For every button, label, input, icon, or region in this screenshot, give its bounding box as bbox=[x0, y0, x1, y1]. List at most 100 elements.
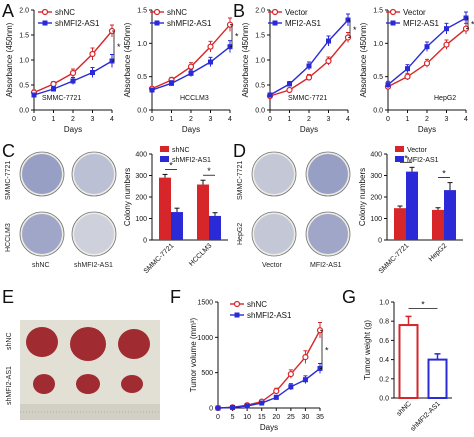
data-point bbox=[90, 70, 95, 75]
data-point bbox=[215, 405, 221, 411]
y-tick-label: 0.5 bbox=[19, 83, 29, 90]
y-tick-label: 0 bbox=[143, 238, 147, 245]
data-point bbox=[287, 370, 294, 378]
legend-marker bbox=[389, 8, 397, 16]
y-tick-label: 1.0 bbox=[137, 41, 147, 48]
y-tick-label: 0 bbox=[209, 406, 213, 413]
significance-star: * bbox=[117, 42, 121, 52]
panel-letter-f: F bbox=[170, 287, 181, 307]
y-tick-label: 500 bbox=[201, 370, 213, 377]
x-tick-label: 0 bbox=[150, 116, 154, 123]
y-tick-label: 1500 bbox=[197, 300, 213, 307]
x-axis-label: Days bbox=[300, 125, 318, 134]
data-point bbox=[424, 44, 430, 50]
significance-star: * bbox=[404, 153, 408, 163]
data-point bbox=[444, 26, 449, 32]
colony-plate-hepg2-mfi2as1 bbox=[305, 211, 351, 257]
y-tick-label: 1.5 bbox=[255, 33, 265, 40]
x-axis-label: Days bbox=[260, 423, 278, 432]
col-label-mfi2as1: MFI2-AS1 bbox=[310, 262, 342, 269]
chart-g-tumor-weight: 0.0 0.2 0.4 0.6 0.8 1.0 Tumor weight (g) shNCsh… bbox=[363, 299, 452, 433]
series-line-shNC bbox=[217, 329, 321, 409]
significance-bracket bbox=[320, 329, 323, 369]
legend-label: shMFI2-AS1 bbox=[55, 19, 100, 28]
series-line-MFI2-AS1 bbox=[269, 19, 349, 96]
colony-plate-hcclm3-shmfi2as1 bbox=[71, 211, 117, 257]
tumor-shmfi2as1-2 bbox=[76, 374, 100, 394]
col-label-shmfi2as1: shMFI2-AS1 bbox=[74, 262, 113, 269]
y-tick-label: 0.0 bbox=[373, 108, 383, 115]
data-point bbox=[423, 60, 431, 67]
y-tick-label: 0.2 bbox=[379, 376, 389, 383]
y-tick-label: 0.0 bbox=[379, 396, 389, 403]
data-point bbox=[230, 404, 236, 410]
y-tick-label: 0.0 bbox=[19, 108, 29, 115]
tumor-shmfi2as1-3 bbox=[121, 375, 143, 393]
data-point bbox=[405, 66, 410, 72]
row-label-hepg2: HepG2 bbox=[237, 222, 244, 245]
y-tick-label: 1.0 bbox=[255, 58, 265, 65]
significance-star: * bbox=[235, 32, 239, 42]
data-point bbox=[70, 78, 76, 84]
y-tick-label: 1.5 bbox=[19, 33, 29, 40]
data-point bbox=[305, 74, 313, 81]
y-tick-label: 100 bbox=[370, 216, 382, 223]
x-tick-label: 2 bbox=[71, 116, 75, 123]
x-tick-label: 20 bbox=[272, 414, 280, 421]
legend-marker bbox=[153, 8, 161, 16]
legend-label: shMFI2-AS1 bbox=[247, 311, 292, 320]
legend-swatch bbox=[160, 156, 169, 162]
data-point bbox=[69, 69, 77, 77]
bar-shNC bbox=[159, 177, 171, 240]
legend-marker bbox=[41, 8, 49, 16]
data-point bbox=[288, 384, 294, 390]
bar-Vector bbox=[432, 209, 444, 240]
data-point bbox=[259, 400, 265, 406]
chart-a-hcclm3-growth: 0.0 0.5 1.0 1.5 0 1 2 3 4 Days Absorbance (450nm) H… bbox=[123, 8, 239, 135]
y-tick-label: 1.0 bbox=[379, 300, 389, 307]
data-point bbox=[149, 87, 155, 93]
x-tick-label: 4 bbox=[110, 116, 114, 123]
legend-label: shNC bbox=[167, 8, 187, 17]
legend-marker bbox=[234, 312, 240, 318]
legend-swatch bbox=[395, 156, 404, 162]
data-point bbox=[187, 63, 195, 70]
cell-line-annotation: HepG2 bbox=[434, 95, 456, 102]
y-tick-label: 1.0 bbox=[373, 41, 383, 48]
y-axis-label: Tumor volume (mm³) bbox=[189, 317, 198, 392]
data-point bbox=[244, 403, 250, 409]
y-tick-label: 200 bbox=[370, 195, 382, 202]
x-tick-label: 4 bbox=[228, 116, 232, 123]
bar-Vector bbox=[394, 208, 406, 240]
colony-plate-smmc7721-mfi2as1 bbox=[305, 151, 351, 197]
col-label-vector: Vector bbox=[262, 262, 282, 269]
colony-plate-smmc7721-shnc bbox=[19, 151, 65, 197]
x-tick-label: 3 bbox=[445, 116, 449, 123]
colony-plate-smmc7721-shmfi2as1 bbox=[71, 151, 117, 197]
x-axis-label: Days bbox=[64, 125, 82, 134]
y-axis-label: Absorbance (450nm) bbox=[123, 22, 132, 97]
chart-f-tumor-volume: 0 500 1000 1500 0 5 10 15 20 25 30 35 Days Tumor volu… bbox=[189, 300, 329, 433]
legend-marker bbox=[42, 20, 48, 26]
significance-bracket bbox=[348, 19, 351, 38]
x-tick-label: 2 bbox=[189, 116, 193, 123]
legend-swatch bbox=[395, 146, 404, 152]
x-tick-label: HCCLM3 bbox=[188, 242, 213, 267]
legend-swatch bbox=[160, 146, 169, 152]
legend-label: Vector bbox=[285, 8, 308, 17]
chart-d-colony-numbers: 0 100 200 300 400 Colony numbers * SMMC-7721 * He… bbox=[358, 146, 463, 275]
x-tick-label: 3 bbox=[91, 116, 95, 123]
significance-star: * bbox=[442, 169, 446, 179]
legend-label: shNC bbox=[172, 147, 190, 154]
x-tick-label: 1 bbox=[288, 116, 292, 123]
bar-MFI2-AS1 bbox=[406, 171, 418, 240]
data-point bbox=[287, 81, 292, 87]
x-tick-label: 1 bbox=[406, 116, 410, 123]
chart-a-smmc7721-growth: 0.0 0.5 1.0 1.5 2.0 0 1 2 3 4 Days Absorbance (450n… bbox=[5, 8, 121, 135]
significance-star: * bbox=[207, 166, 211, 176]
colony-plate-hepg2-vector bbox=[251, 211, 297, 257]
row-label-e-shmfi2as1: shMFI2-AS1 bbox=[6, 366, 13, 405]
tumor-shnc-1 bbox=[26, 327, 58, 357]
tumor-shnc-2 bbox=[70, 327, 106, 361]
legend-marker bbox=[233, 300, 241, 308]
